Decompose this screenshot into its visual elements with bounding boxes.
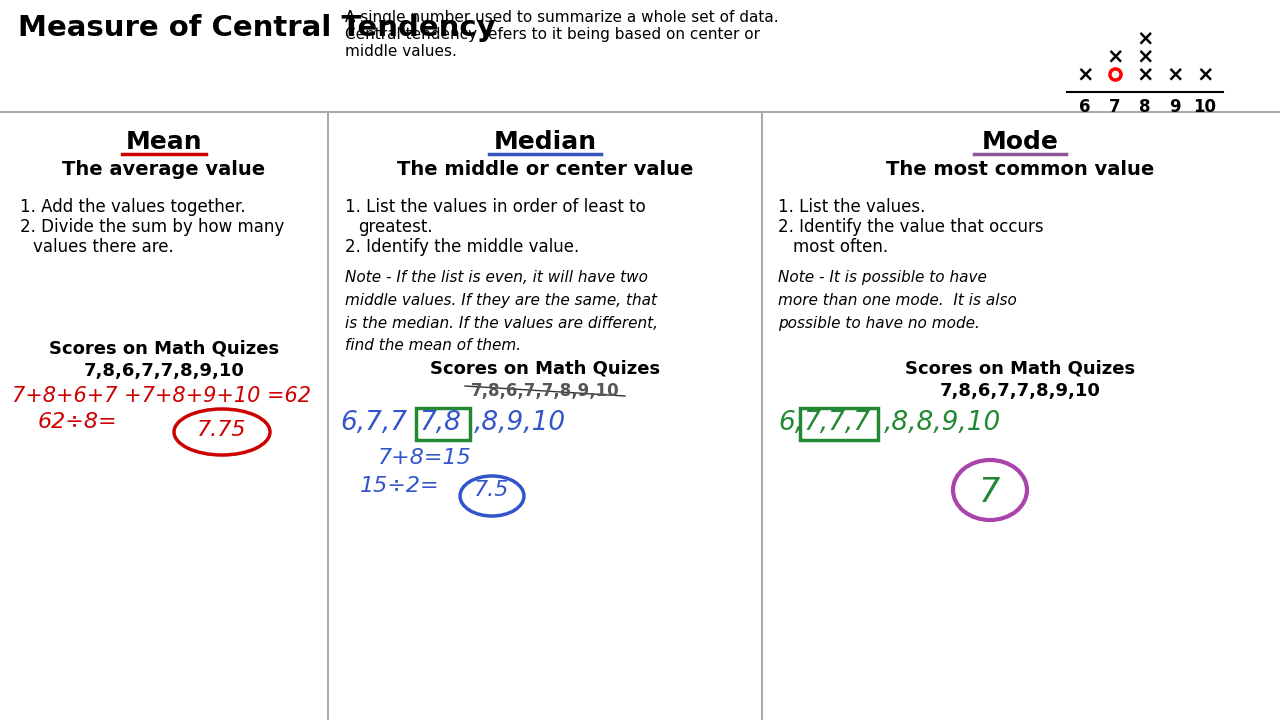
Text: The most common value: The most common value bbox=[886, 160, 1155, 179]
Text: ,8,9,10: ,8,9,10 bbox=[474, 410, 566, 436]
Text: 7.75: 7.75 bbox=[197, 420, 247, 440]
Text: 7.5: 7.5 bbox=[475, 480, 509, 500]
Text: 8: 8 bbox=[1139, 98, 1151, 116]
Text: A single number used to summarize a whole set of data.: A single number used to summarize a whol… bbox=[346, 10, 778, 25]
Text: 7: 7 bbox=[1110, 98, 1121, 116]
Text: ×: × bbox=[1166, 64, 1184, 84]
Text: 9: 9 bbox=[1169, 98, 1181, 116]
Text: 7,8,6,7,7,8,9,10: 7,8,6,7,7,8,9,10 bbox=[83, 362, 244, 380]
Text: most often.: most often. bbox=[794, 238, 888, 256]
Text: 2. Identify the middle value.: 2. Identify the middle value. bbox=[346, 238, 580, 256]
Text: The middle or center value: The middle or center value bbox=[397, 160, 694, 179]
Text: Note - It is possible to have
more than one mode.  It is also
possible to have n: Note - It is possible to have more than … bbox=[778, 270, 1016, 330]
Text: Median: Median bbox=[493, 130, 596, 154]
Text: Scores on Math Quizes: Scores on Math Quizes bbox=[49, 340, 279, 358]
Text: 6,7,7: 6,7,7 bbox=[340, 410, 407, 436]
Text: middle values.: middle values. bbox=[346, 44, 457, 59]
Text: 2. Divide the sum by how many: 2. Divide the sum by how many bbox=[20, 218, 284, 236]
Text: 1. List the values in order of least to: 1. List the values in order of least to bbox=[346, 198, 645, 216]
Text: Central tendency refers to it being based on center or: Central tendency refers to it being base… bbox=[346, 27, 760, 42]
Text: ×: × bbox=[1137, 64, 1153, 84]
Text: 7: 7 bbox=[979, 476, 1001, 509]
Text: 6,: 6, bbox=[778, 410, 803, 436]
Text: Mode: Mode bbox=[982, 130, 1059, 154]
Text: 7,7,7: 7,7,7 bbox=[804, 410, 870, 436]
Text: 1. List the values.: 1. List the values. bbox=[778, 198, 925, 216]
Text: Scores on Math Quizes: Scores on Math Quizes bbox=[905, 360, 1135, 378]
Text: Mean: Mean bbox=[125, 130, 202, 154]
Text: ×: × bbox=[1137, 46, 1153, 66]
Text: The average value: The average value bbox=[63, 160, 265, 179]
Text: ×: × bbox=[1137, 28, 1153, 48]
Text: greatest.: greatest. bbox=[358, 218, 433, 236]
Text: 10: 10 bbox=[1193, 98, 1216, 116]
Text: Note - If the list is even, it will have two
middle values. If they are the same: Note - If the list is even, it will have… bbox=[346, 270, 658, 354]
Text: ×: × bbox=[1197, 64, 1213, 84]
Text: ,8,8,9,10: ,8,8,9,10 bbox=[884, 410, 1001, 436]
Text: 1. Add the values together.: 1. Add the values together. bbox=[20, 198, 246, 216]
Text: 7,8: 7,8 bbox=[420, 410, 462, 436]
Text: 7+8+6+7 +7+8+9+10 =62: 7+8+6+7 +7+8+9+10 =62 bbox=[12, 386, 311, 406]
Text: ×: × bbox=[1106, 46, 1124, 66]
Text: 15÷2=: 15÷2= bbox=[360, 476, 439, 496]
Text: 7+8=15: 7+8=15 bbox=[378, 448, 472, 468]
Text: 7,8,6,7,7,8,9,10: 7,8,6,7,7,8,9,10 bbox=[940, 382, 1101, 400]
Text: 62÷8=: 62÷8= bbox=[38, 412, 118, 432]
Text: 7,8,6,7,7,8,9,10: 7,8,6,7,7,8,9,10 bbox=[471, 382, 620, 400]
Text: 6: 6 bbox=[1079, 98, 1091, 116]
Text: Scores on Math Quizes: Scores on Math Quizes bbox=[430, 360, 660, 378]
Text: ×: × bbox=[1076, 64, 1093, 84]
Text: Measure of Central Tendency: Measure of Central Tendency bbox=[18, 14, 495, 42]
Text: values there are.: values there are. bbox=[33, 238, 174, 256]
Text: 2. Identify the value that occurs: 2. Identify the value that occurs bbox=[778, 218, 1043, 236]
